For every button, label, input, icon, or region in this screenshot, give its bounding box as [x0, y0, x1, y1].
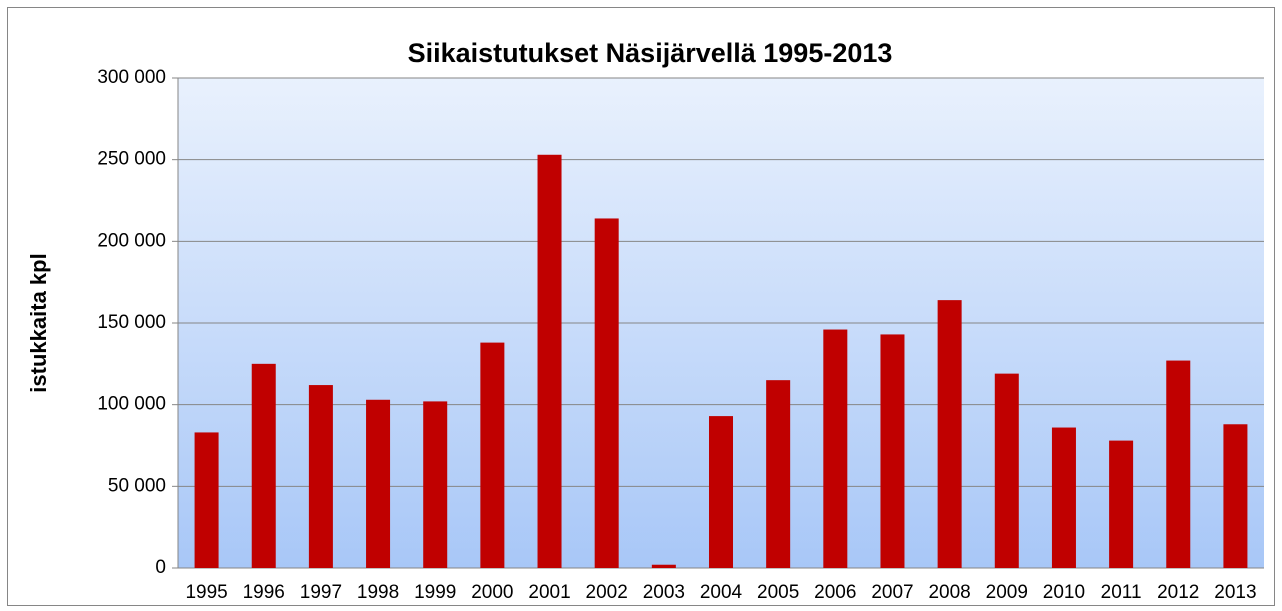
y-axis-label: istukkaita kpl	[26, 253, 51, 392]
y-tick-label: 150 000	[97, 312, 166, 333]
bar	[537, 154, 562, 568]
bar	[1109, 440, 1134, 568]
x-tick-label: 2011	[1101, 582, 1142, 603]
x-tick-label: 2009	[986, 582, 1028, 603]
y-tick-label: 300 000	[97, 67, 166, 88]
bar	[1051, 427, 1076, 568]
x-tick-label: 1995	[185, 582, 227, 603]
x-tick-label: 1997	[300, 582, 342, 603]
x-tick-label: 2008	[928, 582, 970, 603]
bar	[880, 334, 905, 568]
bar	[994, 373, 1019, 568]
x-tick-label: 2010	[1043, 582, 1085, 603]
bar	[708, 416, 734, 568]
bar	[937, 300, 962, 568]
y-tick-label: 50 000	[108, 475, 166, 496]
x-tick-label: 2013	[1214, 582, 1256, 603]
x-tick-label: 2004	[700, 582, 743, 603]
x-tick-label: 2012	[1157, 582, 1199, 603]
bar	[823, 329, 848, 568]
x-tick-label: 2000	[471, 582, 513, 603]
x-tick-label: 1999	[414, 582, 456, 603]
bar	[366, 399, 391, 568]
y-tick-label: 250 000	[97, 149, 166, 170]
y-tick-label: 100 000	[97, 394, 166, 415]
x-tick-label: 2003	[643, 582, 685, 603]
chart-title: Siikaistutukset Näsijärvellä 1995-2013	[408, 38, 893, 68]
x-tick-label: 1996	[243, 582, 285, 603]
bar	[651, 564, 676, 568]
x-tick-label: 2005	[757, 582, 799, 603]
bar	[423, 401, 448, 568]
x-tick-label: 2002	[586, 582, 628, 603]
bar	[594, 218, 619, 568]
bar	[1223, 424, 1248, 568]
bar	[308, 385, 333, 568]
x-tick-label: 1998	[357, 582, 399, 603]
y-tick-label: 200 000	[97, 230, 166, 251]
bar	[1166, 360, 1191, 568]
bar	[766, 380, 791, 568]
x-tick-label: 2001	[528, 582, 570, 603]
y-tick-label: 0	[155, 557, 166, 578]
bar	[194, 432, 219, 568]
bar	[480, 342, 505, 568]
x-tick-label: 2007	[871, 582, 913, 603]
x-tick-label: 2006	[814, 582, 856, 603]
bar	[251, 363, 276, 568]
